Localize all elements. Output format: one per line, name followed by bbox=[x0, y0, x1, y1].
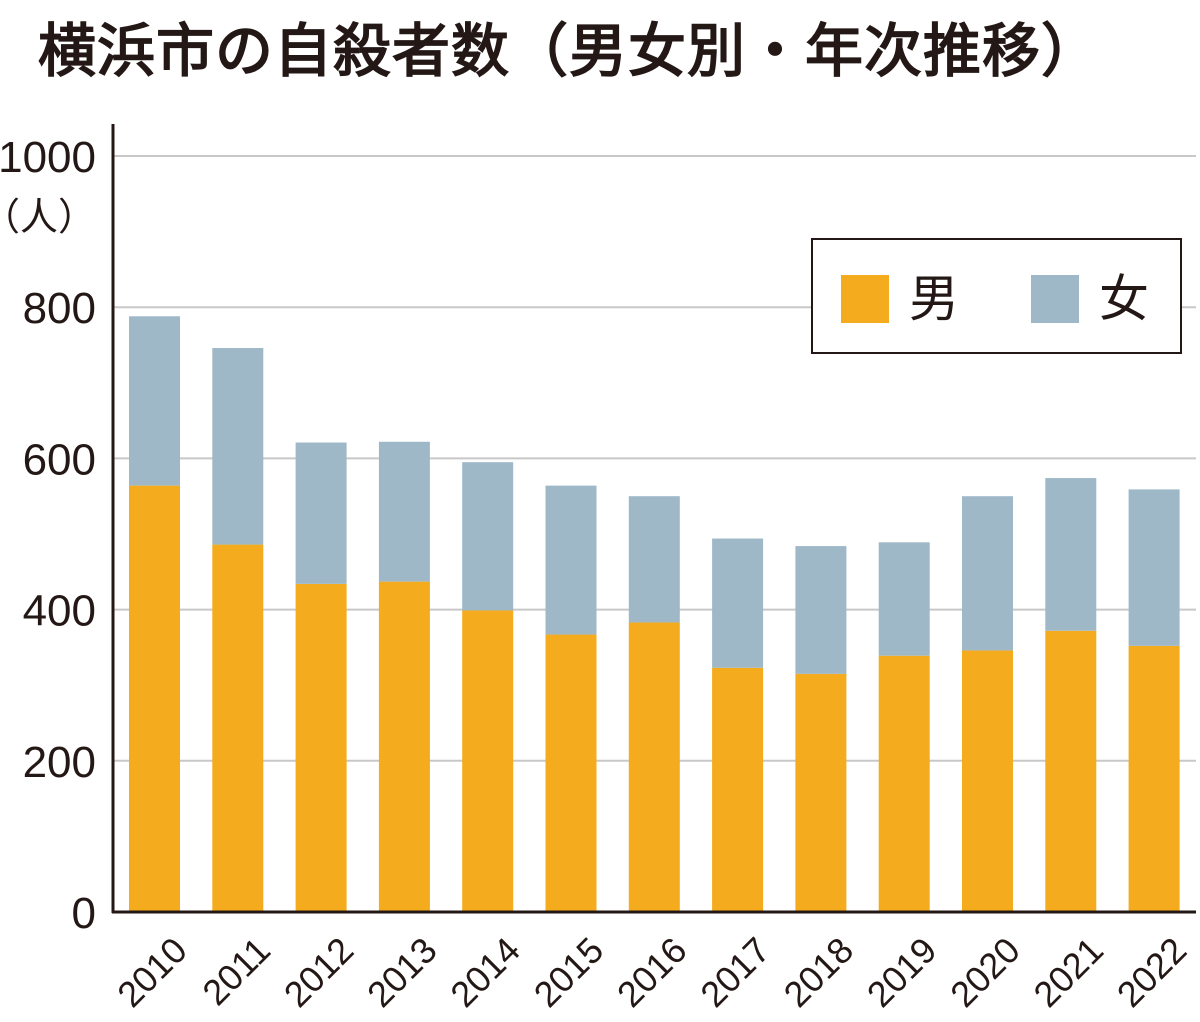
legend-label-female: 女 bbox=[1099, 270, 1149, 328]
y-tick-label: 800 bbox=[23, 284, 96, 333]
x-tick-label: 2020 bbox=[942, 929, 1028, 1015]
bar-2017-male bbox=[712, 667, 764, 912]
x-tick-label: 2015 bbox=[526, 929, 612, 1015]
x-tick-label: 2021 bbox=[1025, 929, 1111, 1015]
bar-2016-male bbox=[628, 622, 680, 912]
bar-2011-female bbox=[212, 348, 264, 545]
bar-2011-male bbox=[212, 544, 264, 912]
legend-swatch-male bbox=[841, 275, 889, 323]
bar-2014-female bbox=[462, 462, 514, 611]
y-tick-label: 200 bbox=[23, 738, 96, 787]
x-tick-label: 2018 bbox=[776, 929, 862, 1015]
axes bbox=[111, 124, 1196, 914]
x-tick-label: 2017 bbox=[692, 929, 778, 1015]
legend-item-female: 女 bbox=[1031, 274, 1149, 324]
bar-2018-female bbox=[795, 546, 847, 674]
x-tick-label: 2010 bbox=[109, 929, 195, 1015]
bar-2013-male bbox=[378, 581, 430, 912]
bar-2012-male bbox=[295, 583, 347, 912]
x-tick-label: 2012 bbox=[276, 929, 362, 1015]
chart-title: 横浜市の自殺者数（男女別・年次推移） bbox=[38, 17, 1101, 85]
legend-item-male: 男 bbox=[841, 274, 959, 324]
bar-2016-female bbox=[628, 496, 680, 623]
bar-2010-female bbox=[129, 316, 180, 486]
legend-label-male: 男 bbox=[909, 270, 959, 328]
x-tick-label: 2013 bbox=[359, 929, 445, 1015]
bar-2012-female bbox=[295, 442, 347, 584]
x-tick-label: 2016 bbox=[609, 929, 695, 1015]
bar-2015-male bbox=[545, 634, 597, 912]
bar-2021-female bbox=[1045, 478, 1097, 631]
y-tick-labels: 0 200 400 600 800 1000 bbox=[0, 133, 96, 938]
x-tick-label: 2011 bbox=[194, 929, 278, 1013]
legend-swatch-female bbox=[1031, 275, 1079, 323]
bar-2020-female bbox=[962, 496, 1013, 651]
bar-2014-male bbox=[462, 610, 514, 912]
bar-2022-female bbox=[1128, 489, 1180, 646]
x-tick-labels: 2010 201120122013201420152016201720182019… bbox=[109, 929, 1194, 1015]
bar-2017-female bbox=[712, 538, 764, 668]
bar-2019-male bbox=[878, 655, 930, 912]
x-tick-label: 2014 bbox=[442, 929, 528, 1015]
y-tick-label: 600 bbox=[23, 435, 96, 484]
legend: 男 女 bbox=[811, 238, 1182, 354]
bar-2013-female bbox=[378, 441, 430, 582]
x-tick-label: 2019 bbox=[859, 929, 945, 1015]
bar-2020-male bbox=[962, 650, 1013, 912]
bar-2010-male bbox=[129, 485, 180, 912]
bar-2021-male bbox=[1045, 630, 1097, 912]
bar-2015-female bbox=[545, 485, 597, 635]
y-tick-label: 400 bbox=[23, 587, 96, 636]
y-tick-label: 1000 bbox=[0, 133, 96, 182]
bar-2019-female bbox=[878, 542, 930, 656]
bars bbox=[129, 316, 1180, 912]
x-tick-label: 2022 bbox=[1109, 929, 1195, 1015]
y-unit-label: （人） bbox=[0, 195, 96, 239]
y-tick-label: 0 bbox=[72, 889, 96, 938]
bar-2022-male bbox=[1128, 645, 1180, 912]
bar-2018-male bbox=[795, 673, 847, 912]
